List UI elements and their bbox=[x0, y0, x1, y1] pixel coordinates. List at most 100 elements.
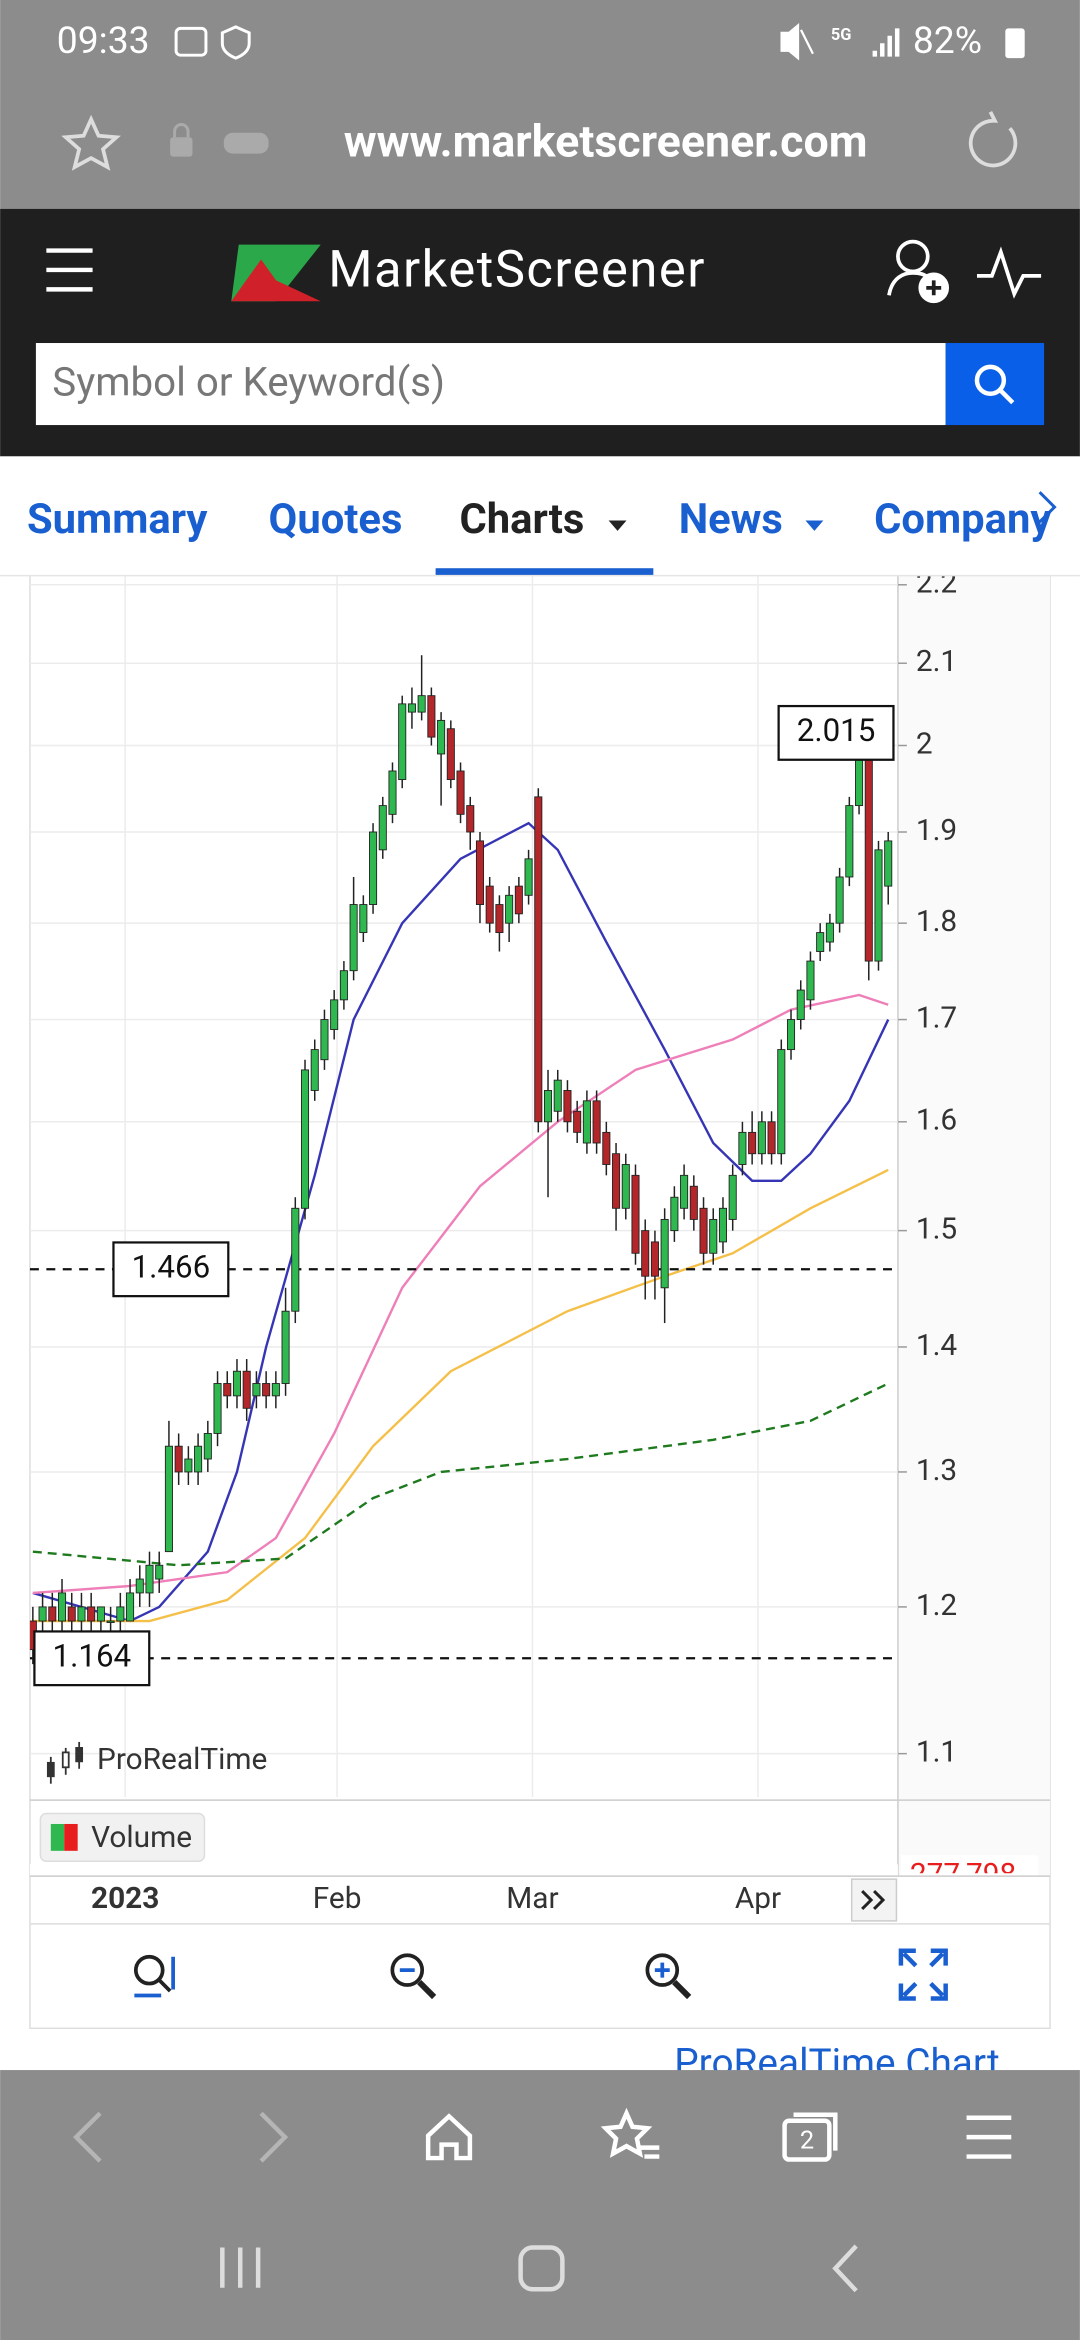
candle-body bbox=[369, 831, 378, 905]
zoom-in-button[interactable] bbox=[645, 1953, 692, 2000]
candle-body bbox=[213, 1383, 222, 1434]
candle-body bbox=[689, 1185, 698, 1220]
y-tick-label: 1.3 bbox=[916, 1453, 957, 1488]
candle-body bbox=[135, 1578, 144, 1594]
level-label-box bbox=[112, 1241, 230, 1298]
candle-body bbox=[242, 1370, 251, 1409]
candle-body bbox=[407, 703, 416, 713]
candle-body bbox=[660, 1218, 669, 1289]
candle-body bbox=[300, 1069, 310, 1209]
level-label-box bbox=[33, 1630, 151, 1687]
candle-body bbox=[262, 1383, 271, 1397]
active-tab-indicator bbox=[435, 568, 654, 576]
candle-body bbox=[174, 1445, 183, 1473]
tab[interactable]: News bbox=[679, 495, 783, 544]
candle-body bbox=[446, 728, 455, 781]
lock-icon bbox=[170, 137, 193, 157]
volume-value-box bbox=[900, 1855, 1039, 1877]
candle-body bbox=[816, 932, 825, 952]
candle-body bbox=[757, 1121, 766, 1155]
url[interactable]: www.marketscreener.com bbox=[344, 114, 868, 167]
volume-label: Volume bbox=[91, 1820, 192, 1855]
candle-body bbox=[349, 904, 358, 972]
candle-body bbox=[767, 1121, 776, 1155]
candle-body bbox=[96, 1606, 105, 1622]
y-tick-label: 2 bbox=[916, 726, 933, 761]
candle-body bbox=[709, 1218, 718, 1254]
moving-average bbox=[32, 1382, 889, 1567]
menu-button[interactable] bbox=[46, 248, 93, 292]
candle-body bbox=[67, 1606, 76, 1622]
grid bbox=[29, 574, 898, 1798]
candle-body bbox=[864, 736, 873, 962]
y-tick-label: 1.1 bbox=[916, 1735, 957, 1770]
candle-body bbox=[514, 885, 523, 915]
reload-button[interactable] bbox=[968, 111, 1018, 168]
tabs: Summary Quotes Charts News Company bbox=[27, 495, 1051, 544]
y-tick-label: 1.5 bbox=[916, 1212, 957, 1247]
x-tick-label: 2023 bbox=[91, 1881, 159, 1916]
tab-bar bbox=[0, 456, 1080, 576]
bookmark-button[interactable] bbox=[61, 114, 121, 171]
candle-body bbox=[184, 1458, 193, 1473]
tabs-scroll[interactable] bbox=[1038, 491, 1057, 524]
browser-toolbar bbox=[0, 2070, 1080, 2340]
search-icon-handle bbox=[999, 389, 1015, 405]
candle-body bbox=[884, 840, 893, 887]
zoom-out-button[interactable] bbox=[390, 1953, 437, 2000]
search-input[interactable] bbox=[35, 343, 946, 426]
zoom-fit-button[interactable] bbox=[133, 1954, 175, 1998]
candle-body bbox=[427, 695, 436, 738]
candle-body bbox=[670, 1196, 679, 1232]
candle-body bbox=[271, 1383, 280, 1397]
activity-button[interactable] bbox=[976, 246, 1042, 299]
plot bbox=[29, 655, 898, 1665]
candle-body bbox=[728, 1174, 737, 1220]
moving-average bbox=[32, 1168, 889, 1623]
search-button[interactable] bbox=[945, 343, 1045, 426]
dropdown-arrow bbox=[608, 520, 627, 531]
candle-body bbox=[417, 695, 426, 713]
candle-body bbox=[543, 1090, 553, 1123]
candle-body bbox=[466, 805, 475, 833]
home-nav-button[interactable] bbox=[518, 2245, 565, 2292]
y-tick-label: 1.7 bbox=[916, 1000, 957, 1035]
level-label: 1.164 bbox=[53, 1638, 132, 1675]
tabs-button[interactable] bbox=[782, 2118, 832, 2162]
candle-body bbox=[680, 1174, 689, 1209]
watermark: ProRealTime bbox=[97, 1742, 267, 1777]
back-button[interactable] bbox=[73, 2111, 102, 2163]
candle-body bbox=[126, 1592, 135, 1622]
browser-chrome bbox=[0, 0, 1080, 209]
candle-body bbox=[310, 1049, 319, 1091]
back-nav-button[interactable] bbox=[832, 2244, 858, 2293]
candle-body bbox=[718, 1207, 728, 1243]
candle-body bbox=[582, 1100, 591, 1144]
tab[interactable]: Charts bbox=[459, 495, 584, 544]
y-tick-label: 1.2 bbox=[916, 1588, 957, 1623]
scroll-button[interactable] bbox=[850, 1878, 898, 1922]
tab[interactable]: Summary bbox=[27, 495, 207, 544]
bookmarks-button[interactable] bbox=[600, 2107, 660, 2159]
forward-button[interactable] bbox=[259, 2111, 289, 2163]
fullscreen-button[interactable] bbox=[898, 1948, 948, 2001]
status-time: 09:33 bbox=[57, 19, 150, 63]
tab[interactable]: Quotes bbox=[269, 495, 403, 544]
candle-body bbox=[777, 1049, 786, 1155]
home-button[interactable] bbox=[425, 2113, 473, 2161]
candle-body bbox=[796, 989, 805, 1021]
account-button[interactable] bbox=[887, 239, 950, 304]
privacy-icon bbox=[223, 132, 269, 154]
candle-body bbox=[203, 1433, 212, 1460]
status-network: 5G bbox=[831, 26, 852, 45]
candle-body bbox=[223, 1383, 232, 1397]
candle-body bbox=[359, 904, 368, 934]
browser-menu[interactable] bbox=[966, 2115, 1012, 2159]
candle-body bbox=[835, 876, 844, 924]
candle-body bbox=[738, 1131, 747, 1165]
candle-body bbox=[232, 1370, 242, 1397]
recents-button[interactable] bbox=[220, 2247, 261, 2288]
tab[interactable]: Company bbox=[874, 495, 1051, 544]
candle-body bbox=[475, 840, 485, 905]
